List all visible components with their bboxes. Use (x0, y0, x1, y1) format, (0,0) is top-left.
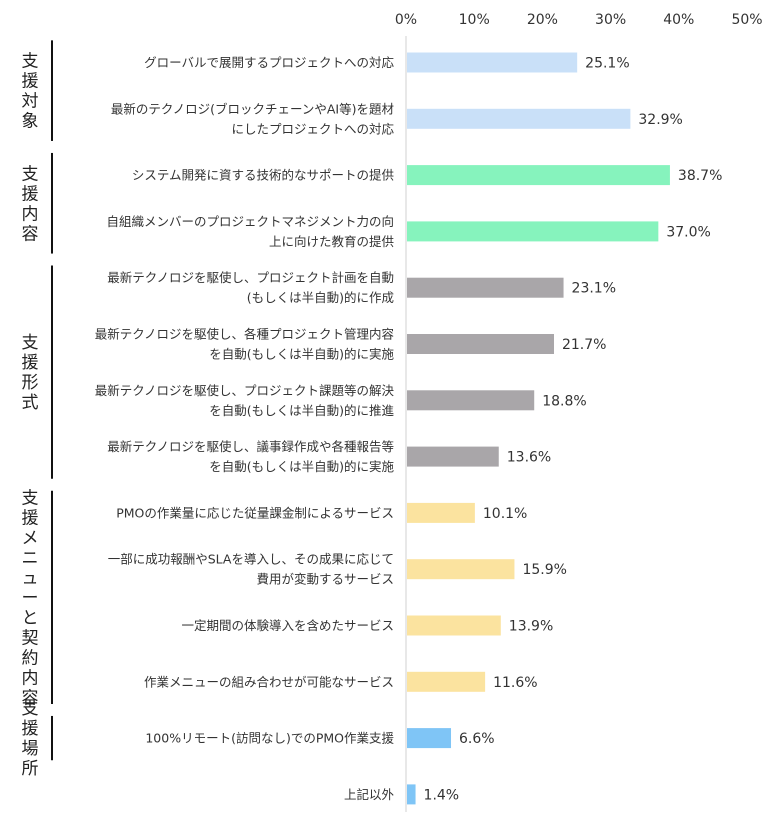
bar (407, 334, 554, 354)
data-label: 18.8% (542, 393, 586, 409)
category-label: を自動(もしくは半自動)的に実施 (209, 347, 394, 362)
x-tick-label: 40% (663, 12, 694, 28)
data-label: 1.4% (424, 787, 460, 803)
data-label: 13.6% (507, 450, 551, 466)
category-label: 最新のテクノロジ(ブロックチェーンやAI等)を題材 (111, 101, 394, 116)
data-label: 37.0% (666, 224, 710, 240)
bar (407, 165, 670, 186)
group-label: 支援場所 (22, 699, 39, 779)
category-label: 最新テクノロジを駆使し、各種プロジェクト管理内容 (95, 327, 394, 342)
bar (407, 108, 631, 129)
bars: 25.1% グローバルで展開するプロジェクトへの対応 32.9% 最新のテクノロジ(ブ… (95, 52, 722, 805)
x-axis: 0% 10% 20% 30% 40% 50% (395, 12, 763, 812)
x-tick-label: 30% (595, 12, 626, 28)
x-tick-label: 50% (731, 12, 762, 28)
category-label: 最新テクノロジを駆使し、議事録作成や各種報告等 (107, 439, 394, 454)
category-label: グローバルで展開するプロジェクトへの対応 (144, 55, 394, 70)
category-label: 自組織メンバーのプロジェクトマネジメント力の向 (106, 214, 394, 229)
data-label: 10.1% (483, 506, 527, 522)
category-label: にしたプロジェクトへの対応 (231, 121, 394, 136)
data-label: 32.9% (638, 112, 682, 128)
category-label: PMOの作業量に応じた従量課金制によるサービス (116, 505, 394, 520)
x-tick-label: 20% (527, 12, 558, 28)
bar (407, 277, 564, 298)
data-label: 38.7% (678, 168, 722, 184)
category-label: 費用が変動するサービス (256, 572, 394, 587)
data-label: 11.6% (493, 675, 537, 691)
category-label: 上に向けた教育の提供 (269, 234, 394, 249)
data-label: 25.1% (585, 56, 629, 72)
category-label: 一部に成功報酬やSLAを導入し、その成果に応じて (108, 552, 394, 567)
category-label: 上記以外 (344, 787, 395, 802)
bar (407, 728, 452, 749)
group-label: 支援形式 (22, 333, 39, 413)
category-label: 作業メニューの組み合わせが可能なサービス (144, 674, 394, 689)
bar (407, 446, 499, 467)
data-label: 13.9% (509, 619, 553, 635)
bar (407, 559, 515, 580)
data-label: 6.6% (459, 731, 495, 747)
bar (407, 615, 501, 636)
bar (407, 671, 486, 692)
category-label: システム開発に資する技術的なサポートの提供 (132, 168, 394, 183)
group-label: 支援内容 (22, 164, 39, 244)
data-label: 21.7% (562, 337, 606, 353)
category-label: 一定期間の体験導入を含めたサービス (181, 618, 394, 633)
bar (407, 52, 578, 73)
group-label: 支援対象 (22, 52, 39, 132)
bar (407, 784, 416, 805)
data-label: 23.1% (572, 281, 616, 297)
x-tick-label: 10% (459, 12, 490, 28)
category-label: 最新テクノロジを駆使し、プロジェクト課題等の解決 (95, 383, 395, 398)
data-label: 15.9% (522, 562, 566, 578)
category-label: 最新テクノロジを駆使し、プロジェクト計画を自動 (107, 270, 394, 285)
group-label: 支援メニューと契約内容 (22, 488, 39, 708)
category-label: を自動(もしくは半自動)的に推進 (209, 403, 394, 418)
bar (407, 502, 475, 523)
category-label: を自動(もしくは半自動)的に実施 (209, 459, 394, 474)
category-label: (もしくは半自動)的に作成 (247, 290, 394, 305)
x-tick-label: 0% (395, 12, 417, 28)
bar (407, 221, 659, 242)
category-label: 100%リモート(訪問なし)でのPMO作業支援 (145, 731, 394, 746)
bar (407, 390, 535, 411)
